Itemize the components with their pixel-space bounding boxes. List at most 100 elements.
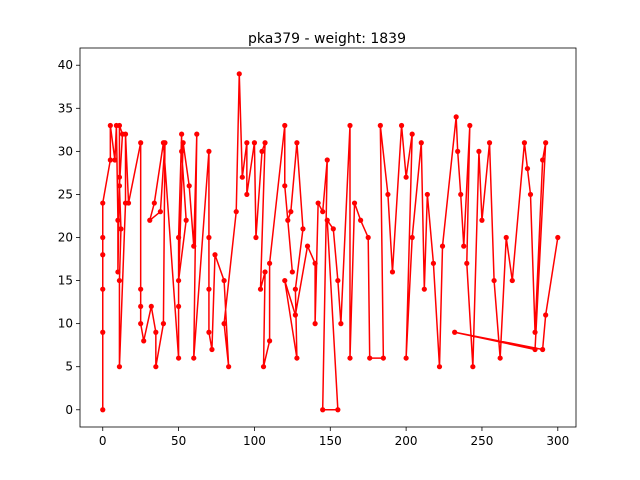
- point: [160, 321, 167, 327]
- point: [521, 140, 528, 146]
- point: [288, 209, 294, 215]
- point: [151, 200, 157, 206]
- point: [251, 140, 258, 146]
- point: [320, 209, 326, 215]
- point: [253, 234, 259, 241]
- point: [100, 252, 106, 258]
- point: [377, 122, 383, 129]
- point: [312, 321, 318, 327]
- point: [365, 234, 371, 241]
- point: [244, 191, 250, 198]
- point: [467, 122, 473, 129]
- point: [141, 338, 147, 344]
- point: [100, 407, 106, 413]
- y-tick-label: 35: [58, 101, 73, 115]
- point: [470, 364, 476, 370]
- point: [257, 286, 264, 292]
- point: [100, 200, 106, 206]
- point: [367, 355, 373, 361]
- point: [380, 355, 386, 361]
- point: [179, 131, 185, 137]
- point: [262, 269, 268, 275]
- point: [221, 321, 227, 327]
- point: [453, 114, 459, 120]
- plot-area: [100, 71, 561, 413]
- point: [138, 321, 144, 327]
- point: [335, 407, 341, 413]
- point: [409, 234, 415, 241]
- point: [324, 157, 330, 163]
- y-tick-label: 40: [58, 58, 73, 72]
- point: [148, 303, 154, 310]
- y-tick-label: 15: [58, 274, 73, 288]
- point: [116, 174, 123, 180]
- point: [461, 243, 467, 249]
- point: [153, 329, 159, 335]
- x-tick-label: 50: [171, 434, 186, 448]
- point: [464, 260, 470, 266]
- point: [289, 269, 295, 275]
- point: [403, 174, 409, 180]
- point: [439, 243, 446, 249]
- point: [206, 286, 212, 292]
- point: [116, 277, 123, 284]
- x-tick-label: 150: [319, 434, 342, 448]
- point: [100, 234, 106, 241]
- point: [324, 217, 330, 223]
- point: [351, 200, 358, 206]
- point: [244, 140, 250, 146]
- point: [389, 269, 396, 275]
- point: [194, 131, 200, 137]
- point: [226, 364, 232, 370]
- point: [476, 148, 482, 154]
- point: [300, 226, 306, 232]
- point: [267, 338, 273, 344]
- chart-title: pka379 - weight: 1839: [248, 31, 406, 47]
- point: [294, 140, 300, 146]
- point: [543, 140, 549, 146]
- point: [452, 329, 458, 335]
- y-tick-label: 10: [58, 317, 73, 331]
- point: [100, 329, 106, 335]
- point: [262, 140, 268, 146]
- point: [282, 122, 288, 129]
- point: [212, 252, 218, 258]
- point: [236, 71, 242, 77]
- x-tick-label: 300: [546, 434, 569, 448]
- point: [540, 346, 546, 353]
- point: [191, 355, 197, 361]
- point: [338, 321, 344, 327]
- point: [335, 277, 341, 284]
- point: [385, 191, 391, 198]
- x-tick-label: 250: [471, 434, 494, 448]
- point: [292, 286, 298, 292]
- point: [175, 303, 182, 310]
- point: [527, 191, 534, 198]
- point: [175, 355, 182, 361]
- point: [209, 346, 215, 353]
- point: [107, 157, 113, 163]
- point: [206, 234, 212, 241]
- point: [294, 355, 300, 361]
- point: [312, 260, 318, 266]
- point: [330, 226, 336, 232]
- route-line: [102, 73, 559, 411]
- point: [403, 355, 409, 361]
- point: [259, 148, 265, 154]
- point: [260, 364, 267, 370]
- point: [115, 269, 121, 275]
- point: [418, 140, 424, 146]
- point: [315, 200, 321, 206]
- point: [183, 217, 189, 223]
- point: [555, 234, 561, 241]
- point: [424, 191, 430, 198]
- point: [147, 217, 153, 223]
- point: [540, 157, 546, 163]
- point: [285, 217, 291, 223]
- point: [503, 234, 509, 241]
- point: [175, 277, 182, 284]
- point: [118, 226, 124, 232]
- point: [491, 277, 497, 284]
